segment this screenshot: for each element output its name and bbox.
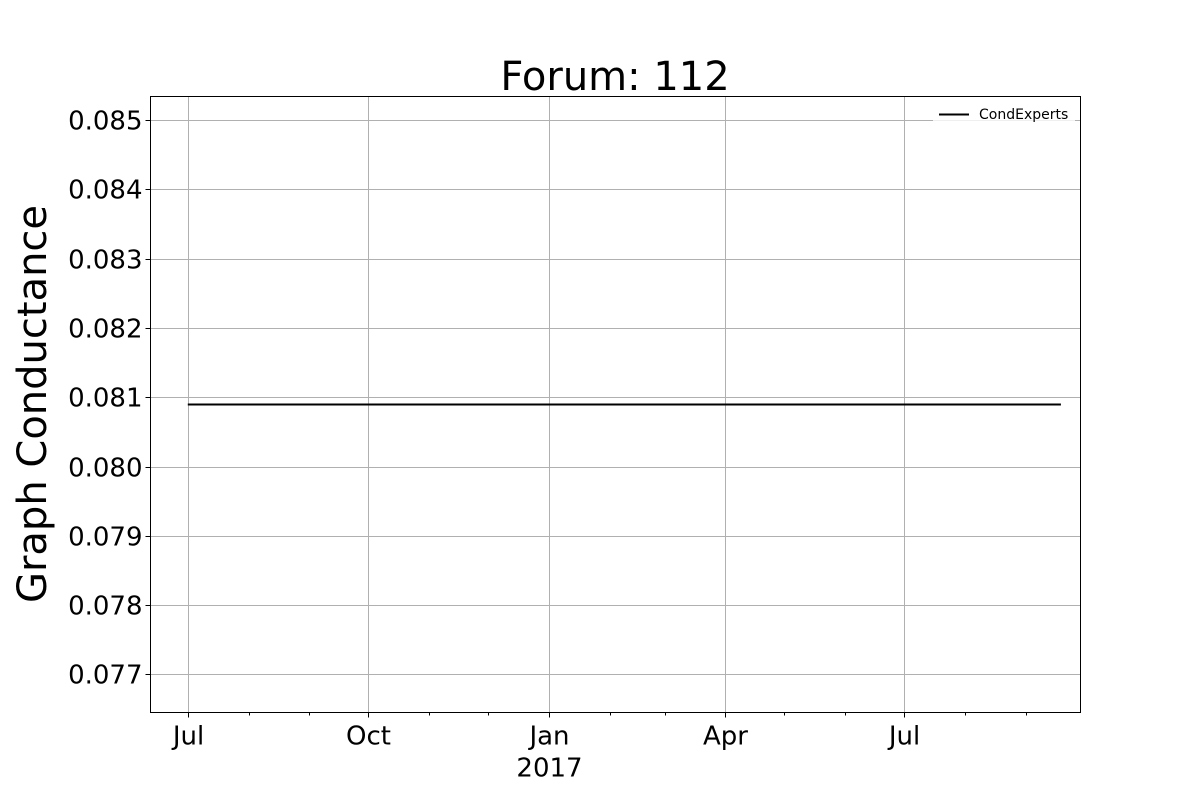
y-tick-label: 0.082 [68, 315, 142, 345]
plot-frame [150, 96, 1081, 713]
y-axis: 0.077 0.078 0.079 0.080 0.081 0.082 0.083 0.084… [68, 107, 151, 691]
y-tick-label: 0.084 [68, 176, 142, 206]
legend: CondExperts [933, 101, 1075, 127]
y-tick-label: 0.078 [68, 592, 142, 622]
y-tick-label: 0.077 [68, 661, 142, 691]
y-tick-label: 0.081 [68, 384, 142, 414]
y-tick-label: 0.083 [68, 246, 142, 276]
chart-title: Forum: 112 [500, 54, 729, 100]
x-tick-label: Jan [527, 722, 569, 752]
x-tick-label: Jul [887, 722, 920, 752]
y-tick-label: 0.080 [68, 454, 142, 484]
x-tick-label: Apr [703, 722, 748, 752]
y-tick-label: 0.079 [68, 523, 142, 553]
legend-entry-label: CondExperts [979, 107, 1068, 123]
x-tick-year-label: 2017 [516, 754, 582, 784]
x-tick-label: Jul [171, 722, 204, 752]
y-tick-label: 0.085 [68, 107, 142, 137]
x-tick-label: Oct [346, 722, 391, 752]
y-axis-label: Graph Conductance [10, 205, 56, 603]
